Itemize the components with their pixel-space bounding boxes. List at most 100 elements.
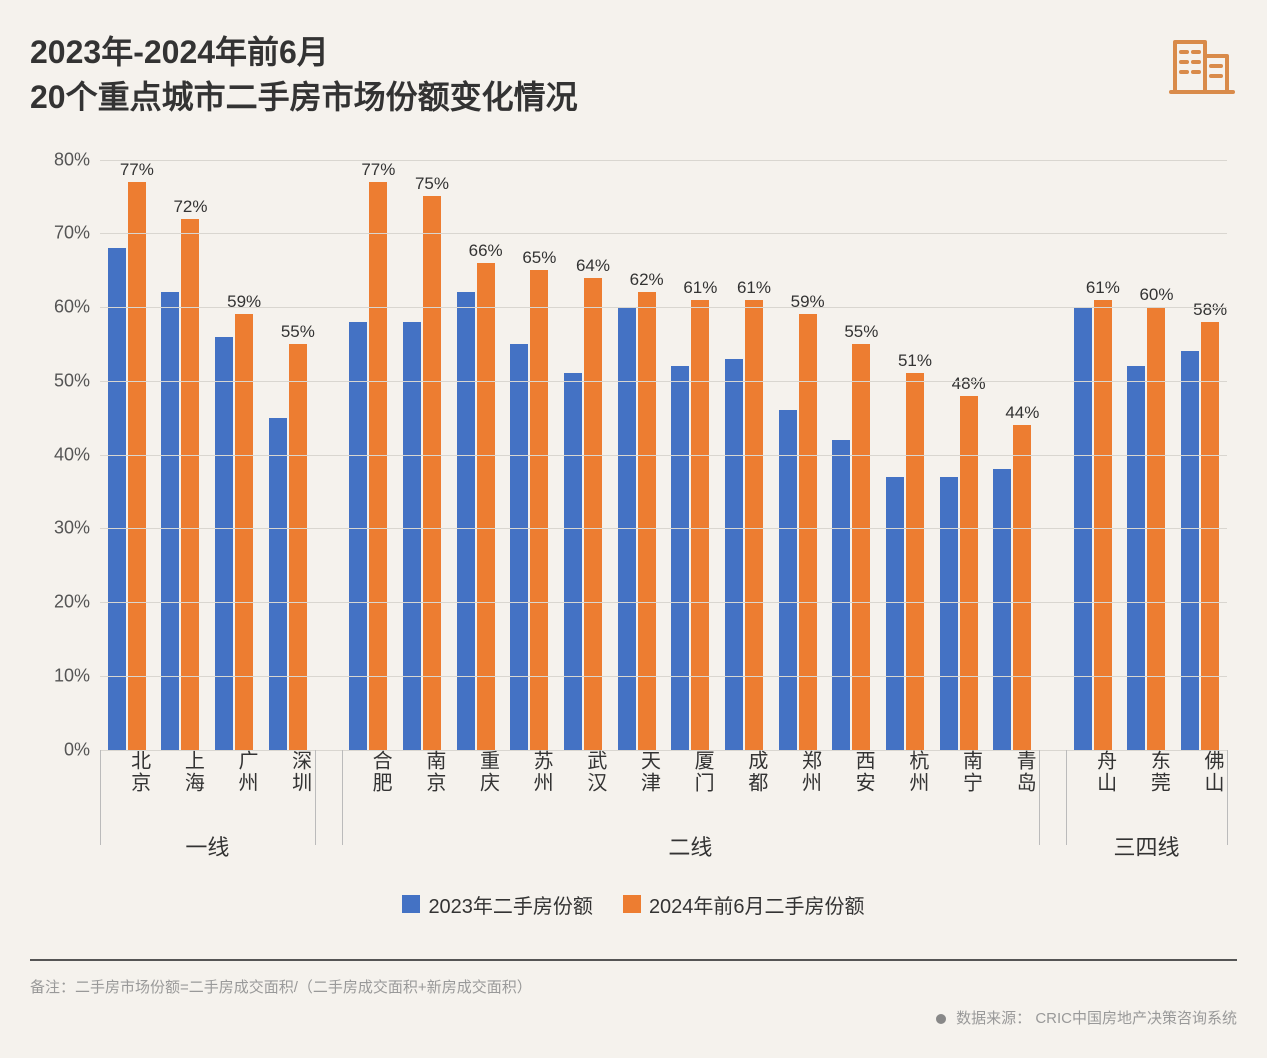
bar bbox=[886, 477, 904, 750]
bar-value-label: 75% bbox=[415, 174, 449, 194]
legend-item: 2024年前6月二手房份额 bbox=[623, 890, 865, 919]
title-line-2: 20个重点城市二手房市场份额变化情况 bbox=[30, 75, 1167, 120]
source-value: CRIC中国房地产决策咨询系统 bbox=[1035, 1010, 1237, 1027]
x-axis-city-label: 广州 bbox=[207, 750, 261, 794]
bar bbox=[1181, 351, 1199, 749]
bar bbox=[269, 418, 287, 750]
bar bbox=[1127, 366, 1145, 750]
bar-value-label: 77% bbox=[120, 160, 154, 180]
bar: 58% bbox=[1201, 322, 1219, 750]
x-axis-city-label: 青岛 bbox=[986, 750, 1040, 794]
bar bbox=[403, 322, 421, 750]
header: 2023年-2024年前6月 20个重点城市二手房市场份额变化情况 bbox=[30, 30, 1237, 120]
x-axis-city-label: 东莞 bbox=[1120, 750, 1174, 794]
bar-value-label: 65% bbox=[522, 248, 556, 268]
grid-line: 30% bbox=[100, 528, 1227, 529]
bar-value-label: 61% bbox=[1086, 278, 1120, 298]
bar bbox=[108, 248, 126, 750]
x-axis-city-label: 成都 bbox=[717, 750, 771, 794]
source-label: 数据来源： bbox=[956, 1010, 1031, 1027]
y-axis-label: 50% bbox=[54, 370, 100, 391]
x-axis-city-label: 武汉 bbox=[556, 750, 610, 794]
y-axis-label: 30% bbox=[54, 518, 100, 539]
legend-label: 2023年二手房份额 bbox=[428, 890, 593, 919]
x-axis-city-label: 北京 bbox=[100, 750, 154, 794]
y-axis-label: 80% bbox=[54, 149, 100, 170]
bar: 64% bbox=[584, 278, 602, 750]
legend-item: 2023年二手房份额 bbox=[402, 890, 593, 919]
bar bbox=[457, 292, 475, 749]
legend-swatch bbox=[402, 895, 420, 913]
x-axis-city-label: 厦门 bbox=[664, 750, 718, 794]
bar-value-label: 48% bbox=[952, 374, 986, 394]
bar: 77% bbox=[128, 182, 146, 750]
title-line-1: 2023年-2024年前6月 bbox=[30, 30, 1167, 75]
chart-container: 2023年-2024年前6月 20个重点城市二手房市场份额变化情况 bbox=[0, 0, 1267, 1058]
bar: 55% bbox=[852, 344, 870, 750]
bar-value-label: 51% bbox=[898, 351, 932, 371]
y-axis-label: 40% bbox=[54, 444, 100, 465]
x-axis-city-label: 郑州 bbox=[771, 750, 825, 794]
bar-value-label: 64% bbox=[576, 256, 610, 276]
bar-value-label: 59% bbox=[791, 292, 825, 312]
plot-area: 77%72%59%55%77%75%66%65%64%62%61%61%59%5… bbox=[100, 160, 1227, 750]
bar-value-label: 61% bbox=[683, 278, 717, 298]
x-axis-city-label: 佛山 bbox=[1173, 750, 1227, 794]
bar-value-label: 66% bbox=[469, 241, 503, 261]
bar-value-label: 60% bbox=[1139, 285, 1173, 305]
tier-label: 二线 bbox=[668, 830, 712, 862]
bar-value-label: 44% bbox=[1005, 403, 1039, 423]
x-axis-city-label: 南京 bbox=[395, 750, 449, 794]
x-axis-labels: 北京上海广州深圳合肥南京重庆苏州武汉天津厦门成都郑州西安杭州南宁青岛舟山东莞佛山 bbox=[100, 750, 1227, 810]
bar: 48% bbox=[960, 396, 978, 750]
bar bbox=[940, 477, 958, 750]
bar bbox=[349, 322, 367, 750]
grid-line: 20% bbox=[100, 602, 1227, 603]
footer-source: 数据来源： CRIC中国房地产决策咨询系统 bbox=[936, 1007, 1237, 1028]
bar: 55% bbox=[289, 344, 307, 750]
footer-note: 备注：二手房市场份额=二手房成交面积/（二手房成交面积+新房成交面积） bbox=[30, 976, 1237, 997]
y-axis-label: 60% bbox=[54, 297, 100, 318]
bar: 61% bbox=[1094, 300, 1112, 750]
bar-value-label: 61% bbox=[737, 278, 771, 298]
x-axis-city-label: 天津 bbox=[610, 750, 664, 794]
x-axis-city-label: 重庆 bbox=[449, 750, 503, 794]
bar: 59% bbox=[235, 314, 253, 749]
grid-line: 50% bbox=[100, 381, 1227, 382]
title-block: 2023年-2024年前6月 20个重点城市二手房市场份额变化情况 bbox=[30, 30, 1167, 120]
x-axis-city-label: 舟山 bbox=[1066, 750, 1120, 794]
bar: 61% bbox=[691, 300, 709, 750]
bar: 44% bbox=[1013, 425, 1031, 750]
bar: 75% bbox=[423, 196, 441, 749]
legend-label: 2024年前6月二手房份额 bbox=[649, 890, 865, 919]
x-axis-city-label: 杭州 bbox=[878, 750, 932, 794]
bar bbox=[779, 410, 797, 749]
tier-label: 三四线 bbox=[1113, 830, 1179, 862]
y-axis-label: 20% bbox=[54, 592, 100, 613]
chart-area: 77%72%59%55%77%75%66%65%64%62%61%61%59%5… bbox=[30, 150, 1237, 870]
bar: 62% bbox=[638, 292, 656, 749]
footer: 备注：二手房市场份额=二手房成交面积/（二手房成交面积+新房成交面积） 数据来源… bbox=[30, 976, 1237, 1028]
building-icon-svg bbox=[1171, 42, 1233, 92]
bar-value-label: 59% bbox=[227, 292, 261, 312]
bar-value-label: 77% bbox=[361, 160, 395, 180]
x-axis-city-label: 南宁 bbox=[932, 750, 986, 794]
bar bbox=[671, 366, 689, 750]
bar-value-label: 55% bbox=[844, 322, 878, 342]
y-axis-label: 0% bbox=[64, 739, 100, 760]
divider bbox=[30, 959, 1237, 961]
tier-labels: 一线二线三四线 bbox=[100, 830, 1227, 870]
x-axis-city-label: 合肥 bbox=[342, 750, 396, 794]
tier-separator bbox=[1227, 750, 1228, 845]
bar bbox=[161, 292, 179, 749]
bar: 72% bbox=[181, 219, 199, 750]
bar bbox=[215, 337, 233, 750]
bar bbox=[832, 440, 850, 750]
bar-value-label: 55% bbox=[281, 322, 315, 342]
grid-line: 60% bbox=[100, 307, 1227, 308]
bar bbox=[725, 359, 743, 750]
bar-value-label: 62% bbox=[630, 270, 664, 290]
bar bbox=[993, 469, 1011, 749]
x-axis-city-label: 西安 bbox=[825, 750, 879, 794]
y-axis-label: 70% bbox=[54, 223, 100, 244]
